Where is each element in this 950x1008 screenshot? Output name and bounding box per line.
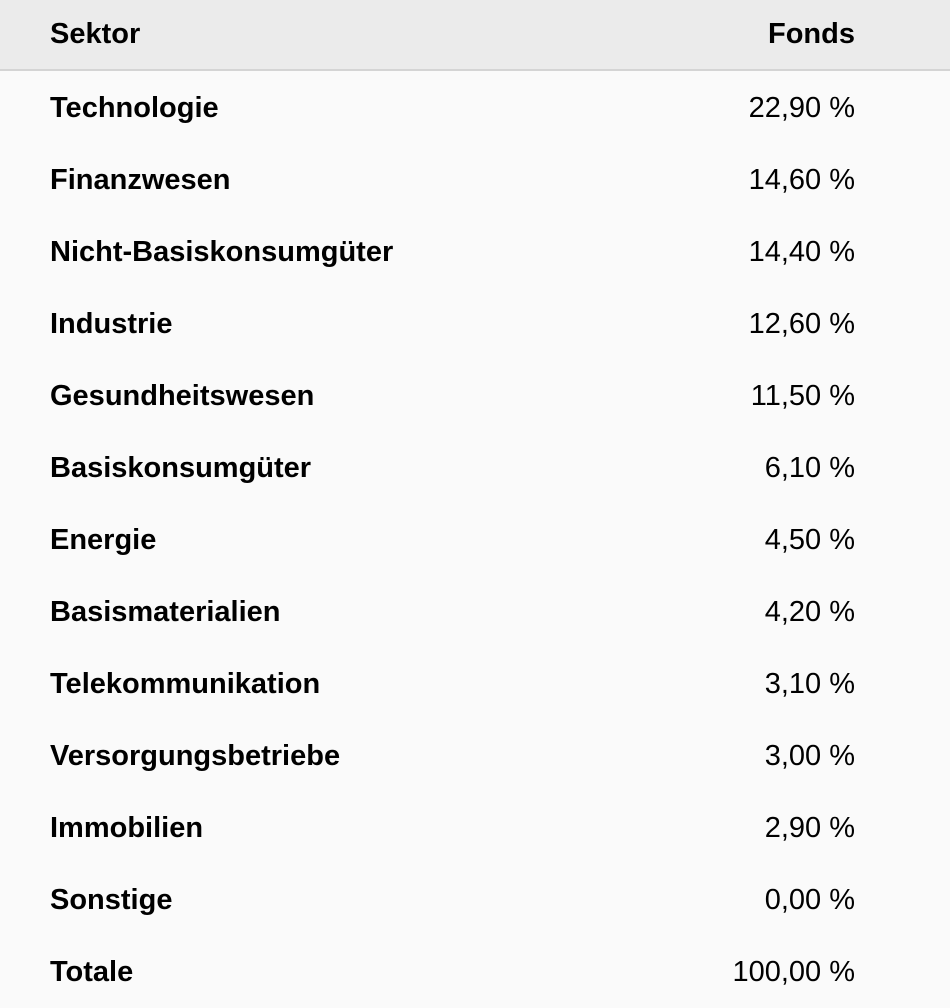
sector-label: Immobilien	[50, 811, 204, 844]
sector-label: Telekommunikation	[50, 667, 321, 700]
sector-label: Energie	[50, 523, 157, 556]
fund-value: 14,60 %	[748, 163, 855, 196]
fund-value: 12,60 %	[748, 307, 855, 340]
fund-value: 4,20 %	[764, 595, 855, 628]
fund-value: 100,00 %	[732, 955, 855, 988]
table-row: Basismaterialien 4,20 %	[0, 576, 950, 648]
fund-value: 3,00 %	[764, 739, 855, 772]
sector-label: Finanzwesen	[50, 163, 231, 196]
sector-label: Technologie	[50, 91, 219, 124]
sector-label: Versorgungsbetriebe	[50, 739, 341, 772]
fund-value: 6,10 %	[764, 451, 855, 484]
fund-value: 2,90 %	[764, 811, 855, 844]
fund-value: 11,50 %	[750, 379, 855, 412]
sector-label: Nicht-Basiskonsumgüter	[50, 235, 394, 268]
total-row: Totale 100,00 %	[0, 936, 950, 1008]
table-row: Gesundheitswesen 11,50 %	[0, 360, 950, 432]
table-row: Energie 4,50 %	[0, 504, 950, 576]
fund-value: 3,10 %	[764, 667, 855, 700]
fund-value: 4,50 %	[764, 523, 855, 556]
sector-table: Technologie 22,90 % Finanzwesen 14,60 % Nich…	[0, 72, 950, 1008]
table-row: Industrie 12,60 %	[0, 288, 950, 360]
table-row: Versorgungsbetriebe 3,00 %	[0, 720, 950, 792]
table-row: Basiskonsumgüter 6,10 %	[0, 432, 950, 504]
sector-label: Basismaterialien	[50, 595, 281, 628]
table-row: Nicht-Basiskonsumgüter 14,40 %	[0, 216, 950, 288]
column-header-fund: Fonds	[768, 18, 855, 50]
table-row: Technologie 22,90 %	[0, 72, 950, 144]
sector-label: Basiskonsumgüter	[50, 451, 312, 484]
sector-label: Industrie	[50, 307, 173, 340]
sector-label: Gesundheitswesen	[50, 379, 315, 412]
sector-label: Totale	[50, 955, 134, 988]
table-row: Sonstige 0,00 %	[0, 864, 950, 936]
table-header: Sektor Fonds	[0, 0, 950, 71]
table-row: Finanzwesen 14,60 %	[0, 144, 950, 216]
fund-value: 22,90 %	[748, 91, 855, 124]
fund-value: 14,40 %	[748, 235, 855, 268]
sector-label: Sonstige	[50, 883, 173, 916]
table-row: Telekommunikation 3,10 %	[0, 648, 950, 720]
table-row: Immobilien 2,90 %	[0, 792, 950, 864]
fund-value: 0,00 %	[764, 883, 855, 916]
column-header-sector: Sektor	[50, 18, 141, 50]
